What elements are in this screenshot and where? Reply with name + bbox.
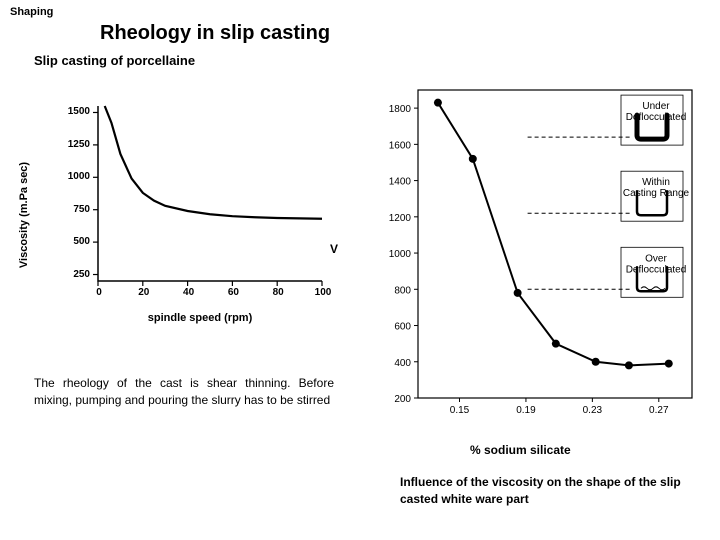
svg-text:Casting Range: Casting Range [623,188,690,199]
svg-text:200: 200 [394,394,411,405]
ytick-label: 1000 [54,171,90,182]
xtick-label: 60 [222,287,244,298]
svg-text:800: 800 [394,285,411,296]
svg-text:0.19: 0.19 [516,405,536,416]
right-x-axis-label: % sodium silicate [470,442,650,459]
svg-text:Under: Under [642,101,670,112]
xtick-label: 100 [312,287,334,298]
v-annotation: V [330,242,338,256]
page-title: Rheology in slip casting [0,20,720,47]
svg-text:1400: 1400 [389,177,412,188]
svg-text:600: 600 [394,322,411,333]
svg-text:0.23: 0.23 [583,405,603,416]
page-subtitle: Slip casting of porcellaine [0,47,720,72]
ytick-label: 500 [54,236,90,247]
viscosity-vs-silicate-chart: 200 400 600 800 1000 1200 1400 1600 1800 0.15 0.19… [380,80,700,420]
xtick-label: 40 [178,287,200,298]
ytick-label: 1250 [54,139,90,150]
svg-text:0.27: 0.27 [649,405,669,416]
y-axis-label: Viscosity (m.Pa sec) [18,162,30,268]
svg-text:1000: 1000 [389,249,412,260]
xtick-label: 0 [88,287,110,298]
svg-text:Within: Within [642,177,670,188]
xtick-label: 20 [133,287,155,298]
x-axis-label: spindle speed (rpm) [100,312,300,324]
ytick-label: 1500 [54,106,90,117]
ytick-label: 250 [54,269,90,280]
page-header: Shaping [0,0,720,20]
svg-text:1800: 1800 [389,104,412,115]
svg-text:1200: 1200 [389,213,412,224]
svg-text:Deflocculated: Deflocculated [626,264,687,275]
xtick-label: 80 [267,287,289,298]
viscosity-vs-rpm-chart: Viscosity (m.Pa sec) spindle speed (rpm)… [30,100,330,330]
ytick-label: 750 [54,204,90,215]
svg-text:Over: Over [645,253,667,264]
svg-text:1600: 1600 [389,140,412,151]
svg-text:0.15: 0.15 [450,405,470,416]
svg-text:400: 400 [394,358,411,369]
right-caption: Influence of the viscosity on the shape … [400,474,700,508]
left-caption: The rheology of the cast is shear thinni… [34,375,334,409]
svg-text:Deflocculated: Deflocculated [626,112,687,123]
